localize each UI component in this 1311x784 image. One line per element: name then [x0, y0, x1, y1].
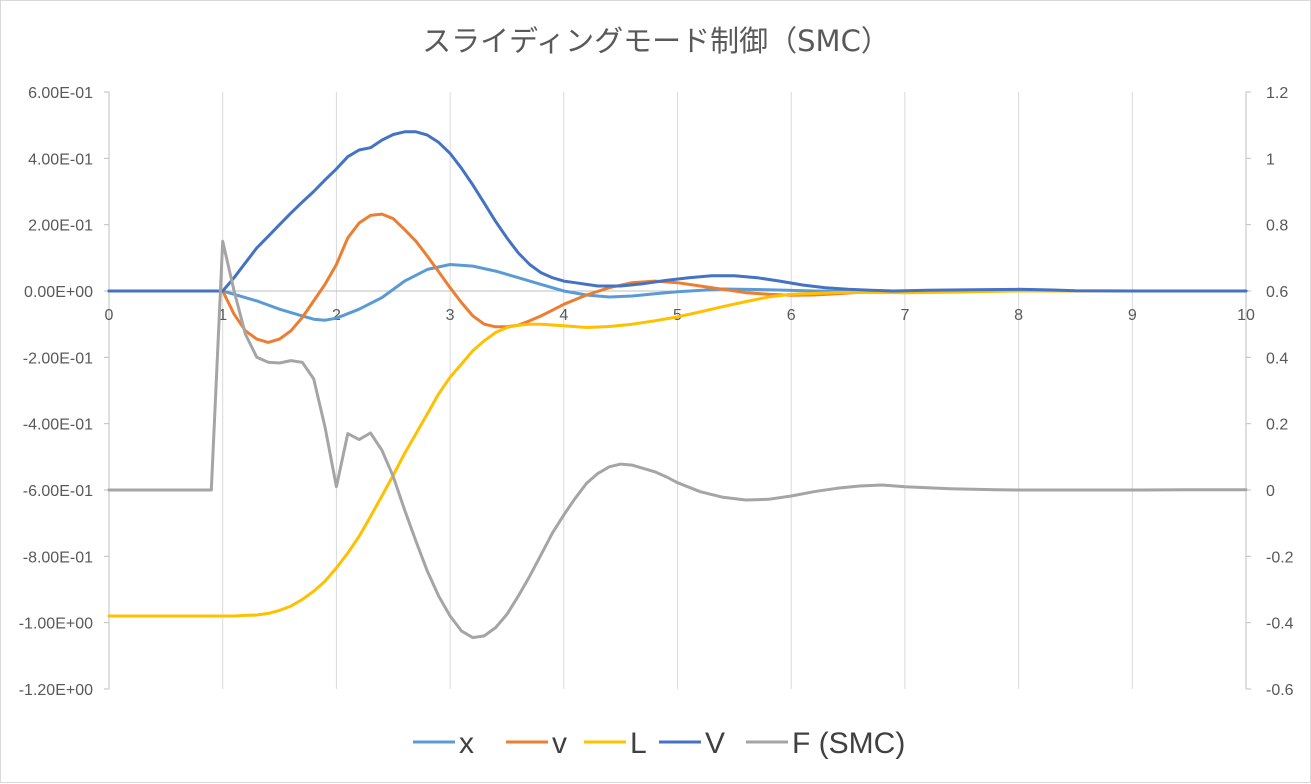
- legend-label: F (SMC): [792, 727, 905, 760]
- series-line-v: [107, 130, 1248, 293]
- y-right-tick-label: 0.6: [1266, 284, 1288, 301]
- y-left-tick-label: -1.20E+00: [19, 682, 93, 699]
- y-right-tick-label: 1.2: [1266, 85, 1288, 102]
- tick-labels: 6.00E-01 4.00E-01 2.00E-01 0.00E+00 -2.00E-0…: [19, 85, 1294, 699]
- x-tick-label: 6: [787, 307, 796, 324]
- legend-label: v: [552, 727, 567, 760]
- series-lines: [107, 130, 1248, 640]
- x-tick-label: 10: [1237, 307, 1255, 324]
- legend-label: V: [705, 727, 725, 760]
- x-tick-label: 9: [1128, 307, 1137, 324]
- y-left-tick-label: -8.00E-01: [23, 549, 93, 566]
- x-tick-label: 0: [105, 307, 114, 324]
- y-left-tick-label: 6.00E-01: [28, 85, 93, 102]
- y-left-tick-label: -6.00E-01: [23, 483, 93, 500]
- legend-label: L: [630, 727, 647, 760]
- y-left-tick-label: -2.00E-01: [23, 350, 93, 367]
- x-tick-label: 7: [900, 307, 909, 324]
- y-right-tick-label: 0.8: [1266, 218, 1288, 235]
- y-right-tick-label: 0: [1266, 483, 1275, 500]
- y-left-tick-label: 0.00E+00: [24, 284, 93, 301]
- legend-label: x: [459, 727, 474, 760]
- x-tick-label: 1: [218, 307, 227, 324]
- x-tick-label: 2: [332, 307, 341, 324]
- y-right-tick-label: 1: [1266, 151, 1275, 168]
- y-right-tick-label: 0.4: [1266, 350, 1288, 367]
- y-right-tick-label: 0.2: [1266, 417, 1288, 434]
- series-line-f-smc: [107, 239, 1248, 640]
- y-left-tick-label: 4.00E-01: [28, 151, 93, 168]
- legend: x v L V F (SMC): [413, 727, 905, 760]
- y-left-tick-label: 2.00E-01: [28, 218, 93, 235]
- x-tick-label: 8: [1014, 307, 1023, 324]
- y-left-tick-label: -1.00E+00: [19, 616, 93, 633]
- series-line-v: [107, 212, 1248, 344]
- y-right-tick-label: -0.4: [1266, 616, 1294, 633]
- y-left-tick-label: -4.00E-01: [23, 417, 93, 434]
- chart-title: スライディングモード制御（SMC）: [422, 24, 890, 58]
- series-line-l: [107, 289, 1248, 618]
- y-right-tick-label: -0.6: [1266, 682, 1294, 699]
- x-tick-label: 3: [446, 307, 455, 324]
- grid-lines: [222, 92, 1133, 689]
- y-right-tick-label: -0.2: [1266, 549, 1294, 566]
- x-tick-label: 4: [559, 307, 568, 324]
